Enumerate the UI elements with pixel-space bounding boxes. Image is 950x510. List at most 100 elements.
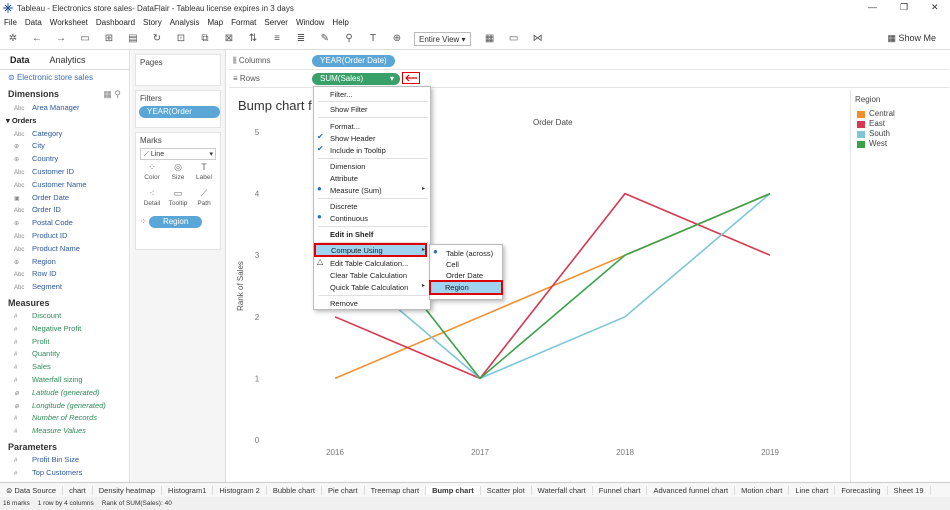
menu-include-tooltip[interactable]: Include in Tooltip xyxy=(330,146,386,155)
datasource-name[interactable]: ⊜ Electronic store sales xyxy=(8,73,93,82)
menu-worksheet[interactable]: Worksheet xyxy=(49,18,88,27)
orders-folder[interactable]: ▾ Orders xyxy=(6,115,37,125)
dimension-field[interactable]: Abc Category xyxy=(0,128,129,141)
new-worksheet-icon[interactable]: ⊡ xyxy=(176,33,186,44)
sheet-tab[interactable]: Bump chart xyxy=(426,485,481,495)
save-icon[interactable]: ▭ xyxy=(80,33,90,44)
measure-field[interactable]: # Discount xyxy=(0,310,129,323)
dimension-field[interactable]: ⊕ Country xyxy=(0,153,129,166)
share-icon[interactable]: ⋈ xyxy=(532,33,543,44)
sheet-tab[interactable]: Advanced funnel chart xyxy=(647,485,736,495)
menu-window[interactable]: Window xyxy=(295,18,325,27)
menu-format[interactable]: Format xyxy=(231,18,257,27)
submenu-table-across[interactable]: Table (across) xyxy=(446,249,494,258)
dimensions-tools-icon[interactable]: ▦ ⚲ xyxy=(103,89,121,99)
sheet-tab[interactable]: Histogram 2 xyxy=(213,485,267,495)
sheet-tab[interactable]: Density heatmap xyxy=(93,485,163,495)
menu-edit-in-shelf[interactable]: Edit in Shelf xyxy=(330,230,374,239)
measure-field[interactable]: # Number of Records xyxy=(0,412,129,425)
clear-sheet-icon[interactable]: ⊠ xyxy=(224,33,234,44)
measure-field[interactable]: # Quantity xyxy=(0,348,129,361)
menu-attribute[interactable]: Attribute xyxy=(330,174,358,183)
labels-icon[interactable]: T xyxy=(369,33,377,44)
menu-data[interactable]: Data xyxy=(24,18,42,27)
menu-continuous[interactable]: Continuous xyxy=(330,214,368,223)
dimension-field[interactable]: ⊕ City xyxy=(0,140,129,153)
menu-story[interactable]: Story xyxy=(143,18,162,27)
dimension-field[interactable]: Abc Customer Name xyxy=(0,179,129,192)
redo-icon[interactable]: → xyxy=(56,33,66,44)
menu-map[interactable]: Map xyxy=(207,18,224,27)
menu-quick-table-calc[interactable]: Quick Table Calculation xyxy=(330,283,409,292)
tableau-icon[interactable]: ✲ xyxy=(8,33,18,44)
sort-desc-icon[interactable]: ≣ xyxy=(296,33,306,44)
undo-icon[interactable]: ← xyxy=(32,33,42,44)
new-datasource-icon[interactable]: ⊞ xyxy=(104,33,114,44)
legend-item[interactable]: West xyxy=(851,139,950,149)
sheet-tab[interactable]: Histogram1 xyxy=(162,485,214,495)
refresh-icon[interactable]: ↻ xyxy=(152,33,162,44)
parameter-field[interactable]: # Top Customers xyxy=(0,467,129,480)
sheet-tab[interactable]: ⊜ Data Source xyxy=(0,485,64,495)
sheet-tab[interactable]: Pie chart xyxy=(322,485,365,495)
parameter-field[interactable]: # Profit Bin Size xyxy=(0,454,129,467)
size-button[interactable]: ◎ Size xyxy=(166,162,190,186)
detail-button[interactable]: ⁖ Detail xyxy=(140,188,164,212)
dimension-field[interactable]: Abc Row ID xyxy=(0,268,129,281)
label-button[interactable]: T Label xyxy=(192,162,216,186)
sheet-tab[interactable]: Line chart xyxy=(789,485,836,495)
menu-measure[interactable]: Measure (Sum) xyxy=(330,186,382,195)
measure-field[interactable]: # Negative Profit xyxy=(0,323,129,336)
measure-field[interactable]: # Measure Values xyxy=(0,425,129,438)
pin-icon[interactable]: ⊕ xyxy=(392,33,402,44)
dimension-field[interactable]: Abc Order ID xyxy=(0,204,129,217)
path-button[interactable]: ⟋ Path xyxy=(192,188,216,212)
submenu-order-date[interactable]: Order Date xyxy=(446,271,484,280)
menu-remove[interactable]: Remove xyxy=(330,299,358,308)
tooltip-button[interactable]: ▭ Tooltip xyxy=(166,188,190,212)
tab-analytics[interactable]: Analytics xyxy=(49,54,86,65)
menu-server[interactable]: Server xyxy=(264,18,288,27)
filters-card[interactable]: Filters YEAR(Order Date) xyxy=(135,90,221,128)
menu-show-filter[interactable]: Show Filter xyxy=(330,105,368,114)
sheet-tab[interactable]: chart xyxy=(63,485,93,495)
menu-dimension[interactable]: Dimension xyxy=(330,162,366,171)
sheet-tab[interactable]: Funnel chart xyxy=(593,485,648,495)
menu-show-header[interactable]: Show Header xyxy=(330,134,376,143)
columns-pill[interactable]: YEAR(Order Date) xyxy=(312,55,395,67)
sheet-tab[interactable]: Motion chart xyxy=(735,485,790,495)
color-button[interactable]: ⁘ Color xyxy=(140,162,164,186)
sheet-tab[interactable]: Bubble chart xyxy=(267,485,322,495)
menu-format[interactable]: Format... xyxy=(330,122,361,131)
menu-analysis[interactable]: Analysis xyxy=(169,18,200,27)
sheet-tab[interactable]: Treemap chart xyxy=(365,485,427,495)
duplicate-icon[interactable]: ⧉ xyxy=(201,33,209,44)
highlight-icon[interactable]: ✎ xyxy=(320,33,330,44)
group-icon[interactable]: ⚲ xyxy=(345,33,353,44)
view-mode-dropdown[interactable]: Entire View ▾ xyxy=(414,32,471,46)
region-pill[interactable]: Region xyxy=(148,216,203,228)
legend-item[interactable]: Central xyxy=(851,109,950,119)
measure-field[interactable]: ⊕ Latitude (generated) xyxy=(0,387,129,400)
sort-asc-icon[interactable]: ≡ xyxy=(274,33,280,44)
swap-icon[interactable]: ⇅ xyxy=(248,33,258,44)
legend-item[interactable]: South xyxy=(851,129,950,139)
dimension-field[interactable]: ▣ Order Date xyxy=(0,192,129,205)
measure-field[interactable]: # Waterfall sizing xyxy=(0,374,129,387)
pause-updates-icon[interactable]: ▤ xyxy=(128,33,138,44)
menu-clear-table-calc[interactable]: Clear Table Calculation xyxy=(330,271,407,280)
minimize-icon[interactable]: — xyxy=(868,2,877,12)
presentation-icon[interactable]: ▭ xyxy=(508,33,519,44)
dimension-field[interactable]: Abc Product Name xyxy=(0,243,129,256)
menu-dashboard[interactable]: Dashboard xyxy=(95,18,136,27)
maximize-icon[interactable]: ❐ xyxy=(900,2,909,12)
dimension-field[interactable]: Abc Segment xyxy=(0,281,129,294)
sheet-tab[interactable]: Waterfall chart xyxy=(532,485,593,495)
rows-pill[interactable]: SUM(Sales) ▾ xyxy=(312,73,400,85)
sheet-tab[interactable]: Forecasting xyxy=(835,485,888,495)
dimension-field[interactable]: Abc Area Manager xyxy=(0,102,129,115)
dimension-field[interactable]: ⊕ Postal Code xyxy=(0,217,129,230)
pages-card[interactable]: Pages xyxy=(135,54,221,86)
dimension-field[interactable]: Abc Customer ID xyxy=(0,166,129,179)
menu-file[interactable]: File xyxy=(4,18,17,27)
